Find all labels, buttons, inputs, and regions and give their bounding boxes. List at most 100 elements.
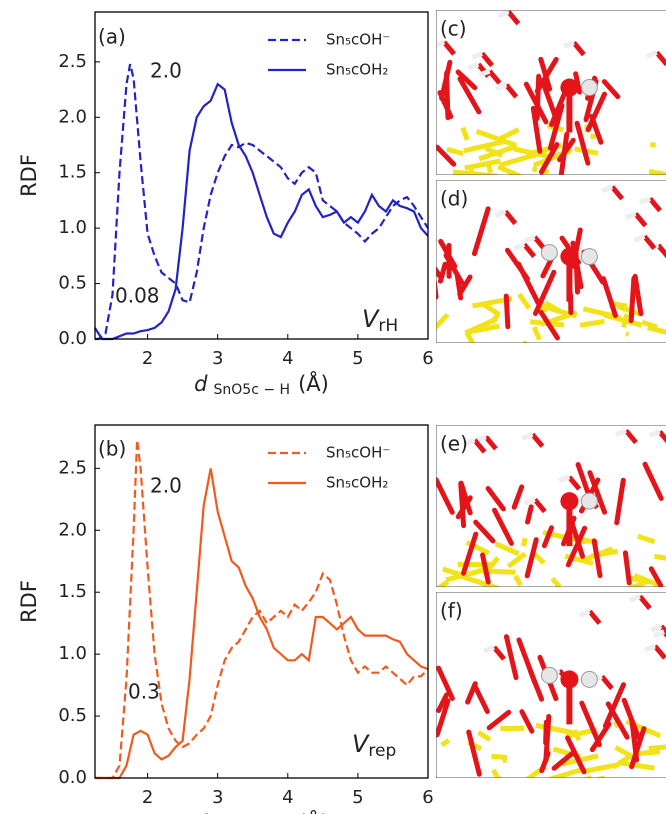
o-bond <box>460 531 479 576</box>
water-o <box>530 432 545 448</box>
sn-bond <box>442 566 463 578</box>
snapshot <box>436 180 666 343</box>
o-bond <box>602 682 627 729</box>
sn-bond <box>464 331 476 343</box>
o-bond <box>534 56 559 94</box>
sn-bond <box>522 340 529 343</box>
panel-label: (a) <box>98 25 126 49</box>
panel-label: (e) <box>440 432 468 456</box>
y-tick-label: 1.0 <box>58 217 87 238</box>
o-bond <box>565 735 587 775</box>
o-bond <box>541 525 554 549</box>
water-h <box>645 50 658 59</box>
adsorbate-o <box>560 670 579 689</box>
sn-bond <box>489 312 501 325</box>
o-bond <box>486 709 512 731</box>
o-bond <box>466 729 482 777</box>
annotation: 0.3 <box>128 680 160 704</box>
sn-bond <box>446 146 464 157</box>
o-bond <box>629 726 647 770</box>
adsorbate-h <box>540 666 558 684</box>
o-bond <box>516 261 541 306</box>
water-h <box>513 242 526 251</box>
o-bond <box>503 293 511 330</box>
o-bond <box>437 261 448 284</box>
sn-bond <box>550 576 562 587</box>
y-tick-label: 0.5 <box>58 273 87 294</box>
sn-bond <box>497 164 524 175</box>
y-tick-label: 2.0 <box>58 106 87 127</box>
sn-bond <box>460 126 470 141</box>
water-o <box>637 594 652 610</box>
water-h <box>521 431 534 441</box>
snapshot <box>436 425 666 587</box>
region-label-main: V <box>352 730 370 758</box>
o-bond <box>444 70 451 121</box>
water-o <box>599 674 614 691</box>
legend-label: Sn₅cOH₂ <box>326 474 388 492</box>
sn-bond <box>626 578 651 587</box>
o-bond <box>538 142 560 175</box>
o-bond <box>455 69 478 91</box>
o-bond <box>436 692 450 714</box>
x-label-main: d <box>194 811 208 814</box>
sn-bond <box>637 533 656 545</box>
o-bond <box>436 265 442 278</box>
axes-frame <box>94 424 429 779</box>
o-bond <box>573 71 583 95</box>
sn-bond <box>531 166 538 173</box>
o-bond <box>457 76 482 115</box>
sn-bond <box>637 342 640 343</box>
water-h <box>523 234 536 244</box>
o-bond <box>511 484 525 510</box>
water-o <box>642 234 657 250</box>
water-o <box>522 242 537 259</box>
sn-bond <box>648 168 666 175</box>
region-label: Vrep <box>352 730 396 761</box>
water-h <box>648 429 661 439</box>
sn-bond <box>459 573 503 587</box>
o-bond <box>436 144 457 167</box>
x-tick-label: 2 <box>142 348 153 369</box>
y-tick-label: 2.5 <box>58 457 87 478</box>
water-h <box>633 233 646 243</box>
o-bond <box>579 700 602 748</box>
o-bond <box>601 79 621 100</box>
o-bond <box>465 681 478 705</box>
data-line <box>95 468 429 780</box>
snapshot <box>436 10 666 175</box>
annotation: 0.08 <box>115 284 160 308</box>
water-h <box>471 51 483 60</box>
x-tick-label: 5 <box>352 348 363 369</box>
water-o <box>442 40 457 56</box>
x-tick-label: 6 <box>422 787 433 808</box>
region-label-sub: rH <box>378 316 398 336</box>
adsorbate-o <box>560 78 579 97</box>
y-tick-label: 2.5 <box>58 51 87 72</box>
sn-bond <box>440 738 451 748</box>
water-o <box>653 644 666 660</box>
sn-bond <box>477 730 492 742</box>
adsorbate-h <box>580 492 598 510</box>
sn-bond <box>653 553 666 561</box>
water-o <box>654 50 666 67</box>
x-label-unit: (Å) <box>298 370 329 396</box>
o-bond <box>524 537 539 579</box>
panel-label: (b) <box>98 437 126 461</box>
panel-label: (c) <box>440 17 467 41</box>
o-bond <box>485 486 506 512</box>
water-h <box>562 40 575 49</box>
water-h <box>478 68 491 78</box>
y-tick-label: 0.0 <box>58 767 87 788</box>
o-bond <box>519 709 535 734</box>
o-bond <box>503 634 519 681</box>
sn-bond <box>513 574 523 587</box>
adsorbate-h <box>540 244 558 262</box>
water-o <box>503 209 518 226</box>
data-line <box>94 82 429 341</box>
o-bond <box>480 552 491 585</box>
o-bond <box>600 276 618 318</box>
sn-bond <box>579 318 605 328</box>
o-bond <box>534 73 542 121</box>
x-tick-label: 6 <box>422 348 433 369</box>
